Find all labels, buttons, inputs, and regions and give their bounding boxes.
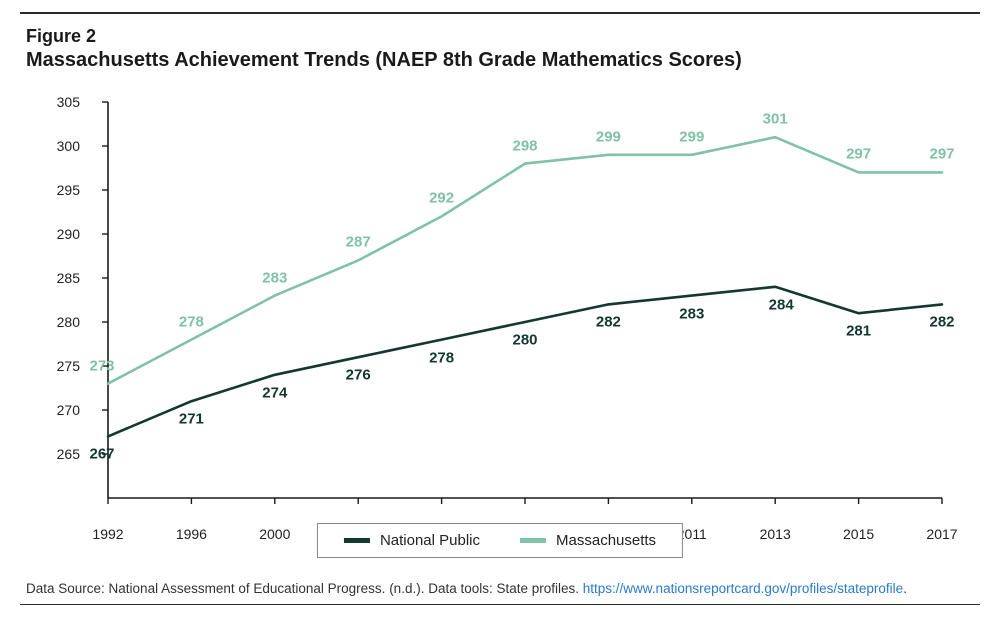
data-label-massachusetts: 278 [179, 313, 204, 330]
x-tick-label: 2015 [843, 518, 874, 542]
data-label-national: 271 [179, 411, 204, 428]
y-tick-label: 305 [57, 94, 90, 110]
figure-frame: Figure 2 Massachusetts Achievement Trend… [20, 12, 980, 605]
data-label-national: 282 [596, 314, 621, 331]
data-label-national: 276 [346, 367, 371, 384]
x-tick-label: 2013 [760, 518, 791, 542]
legend-label-massachusetts: Massachusetts [556, 532, 656, 549]
data-label-national: 274 [262, 384, 287, 401]
data-label-national: 281 [846, 323, 871, 340]
data-label-massachusetts: 297 [846, 146, 871, 163]
y-tick-label: 270 [57, 402, 90, 418]
data-label-massachusetts: 283 [262, 269, 287, 286]
figure-title: Massachusetts Achievement Trends (NAEP 8… [26, 49, 980, 72]
source-link[interactable]: https://www.nationsreportcard.gov/profil… [583, 581, 903, 596]
data-label-massachusetts: 299 [679, 128, 704, 145]
source-prefix: Data Source: National Assessment of Educ… [26, 581, 583, 596]
data-label-massachusetts: 287 [346, 234, 371, 251]
y-tick-label: 275 [57, 358, 90, 374]
page-root: Figure 2 Massachusetts Achievement Trend… [0, 0, 1000, 625]
data-label-massachusetts: 273 [89, 357, 114, 374]
data-source: Data Source: National Assessment of Educ… [26, 581, 974, 596]
x-tick-label: 1992 [92, 518, 123, 542]
x-tick-label: 2000 [259, 518, 290, 542]
legend: National Public Massachusetts [317, 523, 683, 558]
legend-item-national: National Public [344, 532, 480, 549]
chart-area: 2652702752802852902953003051992199620002… [90, 98, 960, 518]
data-label-massachusetts: 298 [512, 137, 537, 154]
y-tick-label: 265 [57, 446, 90, 462]
legend-swatch-massachusetts [520, 538, 546, 543]
chart-svg [90, 98, 960, 518]
source-suffix: . [903, 581, 907, 596]
data-label-massachusetts: 301 [763, 111, 788, 128]
data-label-national: 280 [512, 332, 537, 349]
x-tick-label: 1996 [176, 518, 207, 542]
x-tick-label: 2017 [926, 518, 957, 542]
data-label-massachusetts: 299 [596, 128, 621, 145]
data-label-national: 278 [429, 349, 454, 366]
data-label-national: 282 [929, 314, 954, 331]
y-tick-label: 295 [57, 182, 90, 198]
data-label-national: 283 [679, 305, 704, 322]
data-label-massachusetts: 297 [929, 146, 954, 163]
legend-item-massachusetts: Massachusetts [520, 532, 656, 549]
y-tick-label: 280 [57, 314, 90, 330]
figure-label: Figure 2 [26, 26, 980, 47]
data-label-national: 267 [89, 446, 114, 463]
data-label-massachusetts: 292 [429, 190, 454, 207]
y-tick-label: 300 [57, 138, 90, 154]
data-label-national: 284 [769, 296, 794, 313]
title-block: Figure 2 Massachusetts Achievement Trend… [20, 14, 980, 76]
y-tick-label: 290 [57, 226, 90, 242]
legend-label-national: National Public [380, 532, 480, 549]
legend-swatch-national [344, 538, 370, 543]
y-tick-label: 285 [57, 270, 90, 286]
